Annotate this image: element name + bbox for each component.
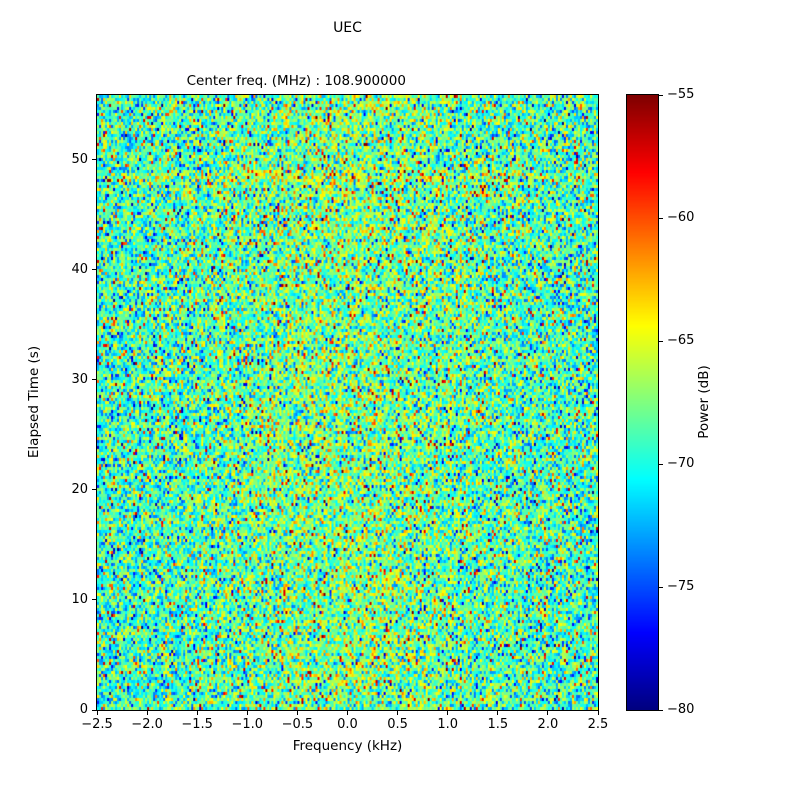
y-tick-mark [92, 709, 96, 711]
x-tick-mark [96, 711, 98, 715]
y-axis-label: Elapsed Time (s) [26, 345, 42, 459]
y-tick-label: 50 [71, 151, 88, 167]
spectrogram-heatmap-canvas [97, 95, 598, 710]
colorbar-tick-mark [659, 340, 663, 342]
x-tick-mark [296, 711, 298, 715]
figure-title: UEC [333, 20, 362, 36]
x-tick-label: 2.0 [537, 717, 559, 732]
colorbar-gradient-canvas [627, 95, 658, 710]
y-tick-mark [92, 379, 96, 381]
x-tick-label: 0.0 [337, 717, 358, 732]
x-tick-mark [497, 711, 499, 715]
x-tick-label: −1.5 [181, 717, 213, 732]
y-tick-label: 0 [79, 702, 88, 717]
colorbar [626, 94, 659, 711]
x-tick-label: −1.0 [231, 717, 264, 732]
x-tick-mark [547, 711, 549, 715]
y-tick-label: 10 [71, 591, 88, 607]
colorbar-tick-label: −65 [667, 333, 695, 348]
x-tick-mark [347, 711, 348, 715]
y-tick-label: 20 [71, 481, 88, 497]
colorbar-tick-label: −75 [667, 579, 695, 594]
x-tick-mark [196, 711, 198, 715]
x-tick-label: −2.5 [81, 717, 113, 732]
x-tick-label: −2.0 [131, 717, 163, 732]
colorbar-tick-mark [659, 463, 663, 465]
y-tick-label: 40 [71, 261, 88, 277]
x-tick-label: −0.5 [281, 717, 314, 732]
y-tick-mark [92, 599, 96, 601]
colorbar-tick-label: −55 [667, 87, 695, 102]
colorbar-tick-mark [659, 709, 663, 711]
x-axis-label: Frequency (kHz) [292, 738, 403, 754]
y-tick-mark [92, 489, 96, 491]
colorbar-tick-label: −80 [667, 702, 695, 717]
x-tick-label: 0.5 [387, 717, 408, 732]
x-tick-mark [146, 711, 148, 715]
x-tick-label: 1.5 [487, 717, 509, 732]
colorbar-tick-label: −70 [667, 456, 695, 471]
y-tick-mark [92, 159, 96, 161]
x-tick-mark [246, 711, 248, 715]
plot-area [96, 94, 599, 711]
y-tick-label: 30 [71, 371, 88, 387]
info-line-center-freq: Center freq. (MHz) : 108.900000 [178, 73, 406, 89]
x-tick-mark [397, 711, 399, 715]
x-tick-mark [447, 711, 449, 715]
x-tick-mark [597, 711, 599, 715]
colorbar-tick-mark [659, 94, 663, 96]
colorbar-tick-mark [659, 217, 663, 219]
colorbar-tick-mark [659, 586, 663, 588]
y-tick-mark [92, 269, 96, 271]
x-tick-label: 1.0 [437, 717, 459, 732]
x-tick-label: 2.5 [587, 717, 609, 732]
colorbar-tick-label: −60 [667, 210, 695, 225]
